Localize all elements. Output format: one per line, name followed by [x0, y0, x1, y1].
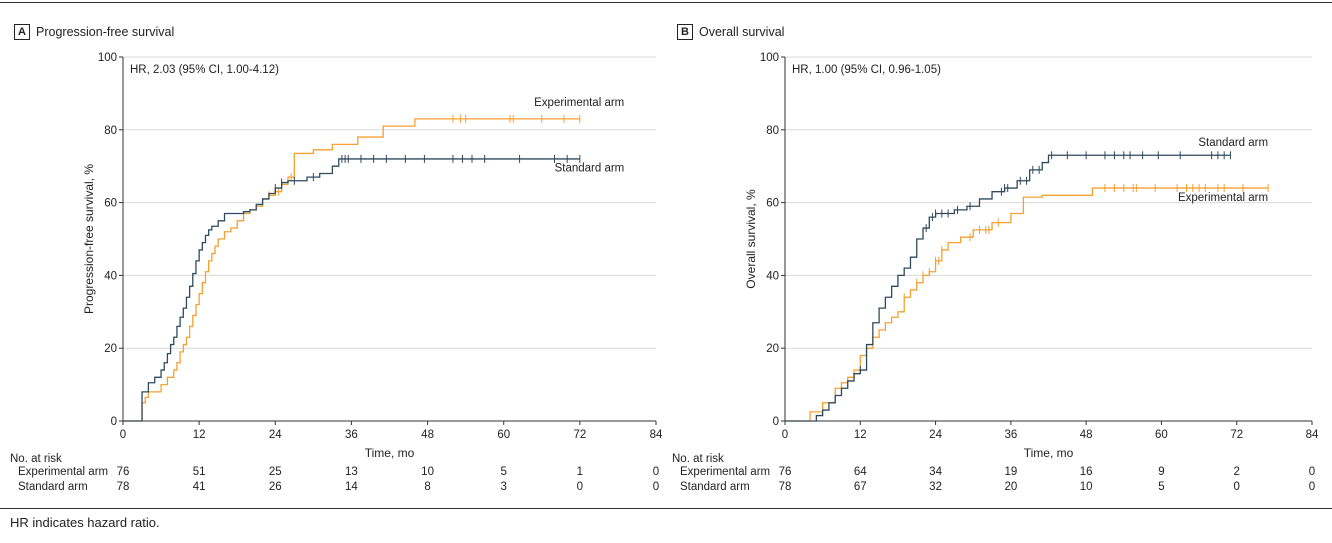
panel-a-y-tick-label: 100 [98, 52, 117, 64]
panel-a-x-tick-label: 60 [497, 429, 510, 441]
panel-b-y-tick-label: 100 [760, 52, 779, 64]
panel-a-risk-label-experimental-arm: Experimental arm [18, 466, 108, 478]
panel-b-risk-value-experimental-arm: 9 [1158, 466, 1164, 478]
panel-b-letter: B [677, 24, 693, 40]
panel-b-standard-arm-curve [785, 154, 1231, 422]
panel-a-title: Progression-free survival [36, 25, 175, 39]
panel-a-x-tick-label: 36 [345, 429, 358, 441]
panel-b-risk-value-standard-arm: 5 [1158, 481, 1164, 493]
panel-b-x-axis-title: Time, mo [1024, 446, 1074, 460]
panel-b-risk-value-standard-arm: 0 [1234, 481, 1240, 493]
panel-b-hr-annotation: HR, 1.00 (95% CI, 0.96-1.05) [792, 64, 941, 76]
panel-a-header: A Progression-free survival [14, 24, 174, 40]
panel-b-risk-value-experimental-arm: 64 [854, 466, 867, 478]
panel-a-x-tick-label: 24 [269, 429, 282, 441]
panel-a-risk-value-standard-arm: 78 [117, 481, 130, 493]
panel-b-risk-value-experimental-arm: 76 [779, 466, 792, 478]
panel-a-y-tick-label: 60 [104, 198, 117, 210]
panel-b-y-tick-label: 0 [773, 416, 779, 428]
panel-a-experimental-arm-label: Experimental arm [534, 97, 624, 109]
panel-b-y-tick-label: 20 [766, 343, 779, 355]
panel-b-x-tick-label: 72 [1230, 429, 1243, 441]
panel-b-risk-value-standard-arm: 67 [854, 481, 867, 493]
panel-a-risk-value-experimental-arm: 25 [269, 466, 282, 478]
panel-b-risk-label-experimental-arm: Experimental arm [680, 466, 770, 478]
panel-a-x-tick-label: 72 [573, 429, 586, 441]
panel-a-risk-value-standard-arm: 41 [193, 481, 206, 493]
panel-b-experimental-arm-curve [785, 187, 1269, 422]
panel-a-risk-value-standard-arm: 8 [424, 481, 430, 493]
panel-b-risk-value-experimental-arm: 0 [1309, 466, 1315, 478]
panel-b-x-tick-label: 60 [1155, 429, 1168, 441]
footnote: HR indicates hazard ratio. [10, 515, 160, 530]
panel-a-risk-header: No. at risk [10, 453, 62, 465]
panel-b-x-tick-label: 12 [854, 429, 867, 441]
panel-a-risk-value-standard-arm: 0 [653, 481, 659, 493]
panel-a-risk-value-experimental-arm: 76 [117, 466, 130, 478]
panel-a-standard-arm-label: Standard arm [555, 163, 625, 175]
panel-a-x-tick-label: 12 [193, 429, 206, 441]
panel-a-risk-value-experimental-arm: 10 [421, 466, 434, 478]
top-rule [0, 2, 1332, 3]
panel-a-risk-value-experimental-arm: 1 [577, 466, 583, 478]
panel-b-x-tick-label: 24 [929, 429, 942, 441]
panel-a-x-tick-label: 48 [421, 429, 434, 441]
panel-b-risk-value-experimental-arm: 34 [929, 466, 942, 478]
panel-b-risk-value-experimental-arm: 2 [1234, 466, 1240, 478]
panel-a-x-axis-title: Time, mo [365, 446, 415, 460]
panel-a-hr-annotation: HR, 2.03 (95% CI, 1.00-4.12) [130, 64, 279, 76]
panel-b-risk-value-standard-arm: 78 [779, 481, 792, 493]
panel-b-risk-value-experimental-arm: 16 [1080, 466, 1093, 478]
panel-b-x-tick-label: 0 [782, 429, 788, 441]
panel-b-header: B Overall survival [677, 24, 784, 40]
panel-a-y-tick-label: 0 [111, 416, 117, 428]
panel-b-risk-value-standard-arm: 0 [1309, 481, 1315, 493]
panel-b-x-tick-label: 36 [1004, 429, 1017, 441]
panel-a-y-tick-label: 40 [104, 270, 117, 282]
panel-a-x-tick-label: 84 [650, 429, 663, 441]
panel-b-standard-arm-label: Standard arm [1198, 137, 1268, 149]
panel-a-risk-value-standard-arm: 14 [345, 481, 358, 493]
panel-a-y-axis-title: Progression-free survival, % [82, 164, 96, 314]
panel-a-risk-value-standard-arm: 26 [269, 481, 282, 493]
panel-a-risk-value-experimental-arm: 0 [653, 466, 659, 478]
panel-a-risk-value-standard-arm: 0 [577, 481, 583, 493]
panel-b-risk-value-standard-arm: 32 [929, 481, 942, 493]
panel-a-risk-value-experimental-arm: 51 [193, 466, 206, 478]
panel-a-standard-arm-curve [123, 158, 580, 422]
panel-b-y-axis-title: Overall survival, % [744, 189, 758, 289]
panel-a-x-tick-label: 0 [120, 429, 126, 441]
panel-a-letter: A [14, 24, 30, 40]
panel-b-risk-value-standard-arm: 20 [1004, 481, 1017, 493]
panel-b-risk-header: No. at risk [672, 453, 724, 465]
panel-a-risk-label-standard-arm: Standard arm [18, 481, 88, 493]
panel-b-y-tick-label: 60 [766, 198, 779, 210]
panel-a-risk-value-standard-arm: 3 [501, 481, 507, 493]
panel-b-risk-value-experimental-arm: 19 [1004, 466, 1017, 478]
panel-b-risk-value-standard-arm: 10 [1080, 481, 1093, 493]
panel-b-x-tick-label: 84 [1306, 429, 1319, 441]
panel-b-y-tick-label: 80 [766, 125, 779, 137]
panel-a-y-tick-label: 80 [104, 125, 117, 137]
panel-b-risk-label-standard-arm: Standard arm [680, 481, 750, 493]
panel-a-experimental-arm-curve [123, 118, 580, 422]
bottom-rule [0, 508, 1332, 509]
panel-b-y-tick-label: 40 [766, 270, 779, 282]
panel-a-y-tick-label: 20 [104, 343, 117, 355]
panel-b-experimental-arm-label: Experimental arm [1178, 192, 1268, 204]
panel-a-risk-value-experimental-arm: 13 [345, 466, 358, 478]
panel-b-title: Overall survival [699, 25, 785, 39]
panel-b-x-tick-label: 48 [1080, 429, 1093, 441]
panel-a-risk-value-experimental-arm: 5 [501, 466, 507, 478]
